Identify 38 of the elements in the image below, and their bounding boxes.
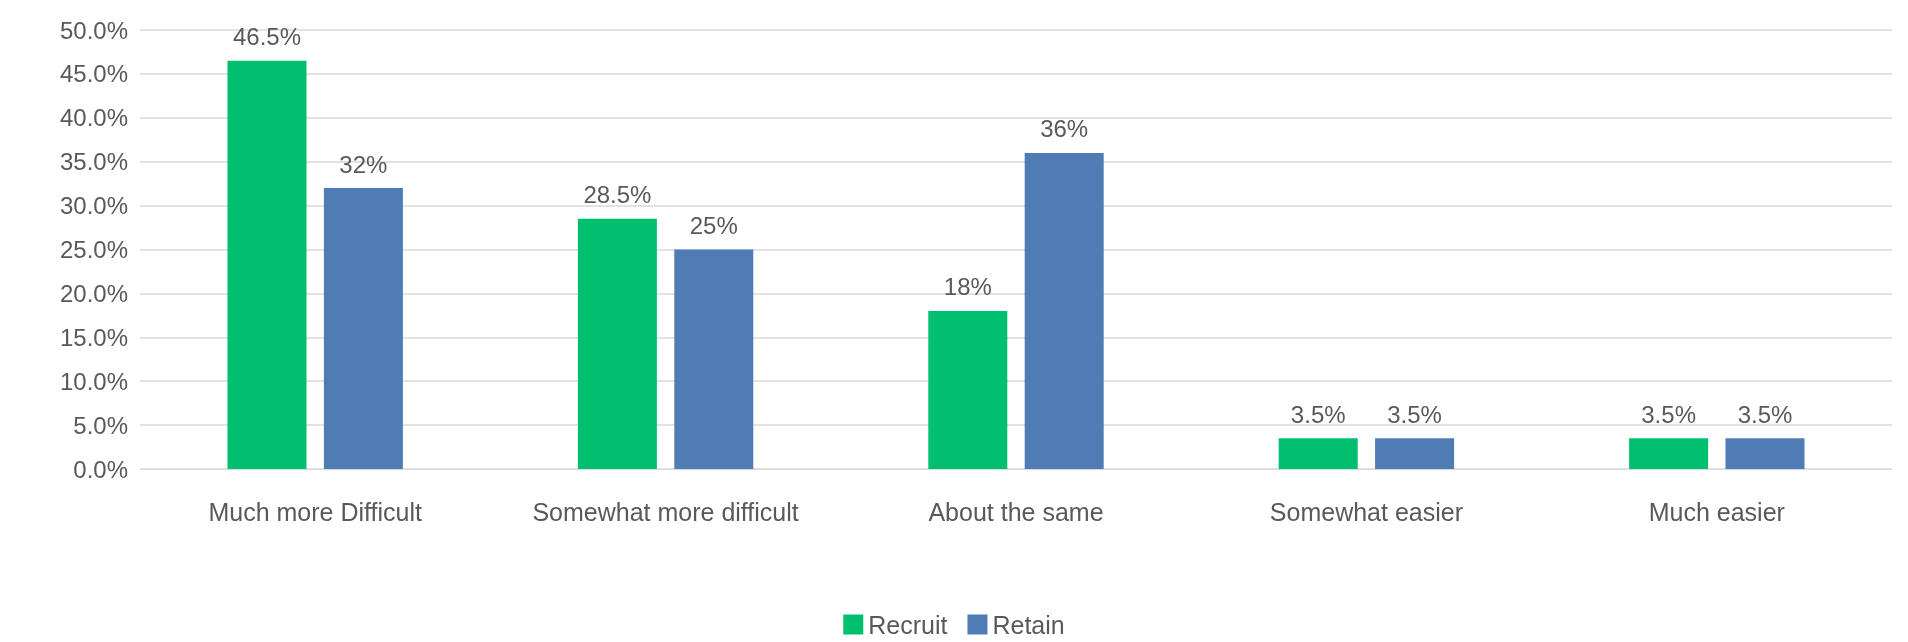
bar <box>928 310 1008 469</box>
data-label: 3.5% <box>1387 400 1442 428</box>
data-label: 32% <box>339 150 388 178</box>
data-label: 18% <box>943 273 992 301</box>
data-label: 3.5% <box>1290 400 1346 428</box>
y-tick-label: 10.0% <box>59 367 128 395</box>
y-tick-label: 35.0% <box>59 148 128 176</box>
data-label: 3.5% <box>1737 400 1793 428</box>
x-tick-label: Much easier <box>1648 498 1785 526</box>
x-tick-label: Much more Difficult <box>208 498 422 526</box>
bar <box>674 249 754 469</box>
bar <box>1024 152 1104 469</box>
legend-label: Recruit <box>868 610 948 639</box>
y-tick-label: 40.0% <box>59 104 128 132</box>
bar <box>1629 438 1709 469</box>
bar <box>1278 438 1358 469</box>
bar <box>323 188 403 469</box>
y-tick-label: 50.0% <box>59 16 128 44</box>
x-tick-label: Somewhat easier <box>1269 498 1463 526</box>
data-label: 36% <box>1040 115 1089 143</box>
data-label: 46.5% <box>232 23 302 51</box>
x-tick-label: Somewhat more difficult <box>532 498 799 526</box>
bar <box>1725 438 1805 469</box>
bar <box>227 60 307 469</box>
y-tick-label: 30.0% <box>59 192 128 220</box>
x-tick-label: About the same <box>928 498 1104 526</box>
bar <box>1375 438 1455 469</box>
data-label: 3.5% <box>1641 400 1696 428</box>
y-tick-label: 5.0% <box>73 411 128 439</box>
y-tick-label: 20.0% <box>59 279 128 307</box>
legend-label: Retain <box>992 610 1065 639</box>
y-tick-label: 15.0% <box>59 323 128 351</box>
bar <box>577 218 657 469</box>
data-label: 25% <box>689 212 738 239</box>
y-tick-label: 45.0% <box>59 60 128 88</box>
y-tick-label: 25.0% <box>59 236 128 263</box>
y-tick-label: 0.0% <box>73 455 128 483</box>
data-label: 28.5% <box>583 181 652 209</box>
